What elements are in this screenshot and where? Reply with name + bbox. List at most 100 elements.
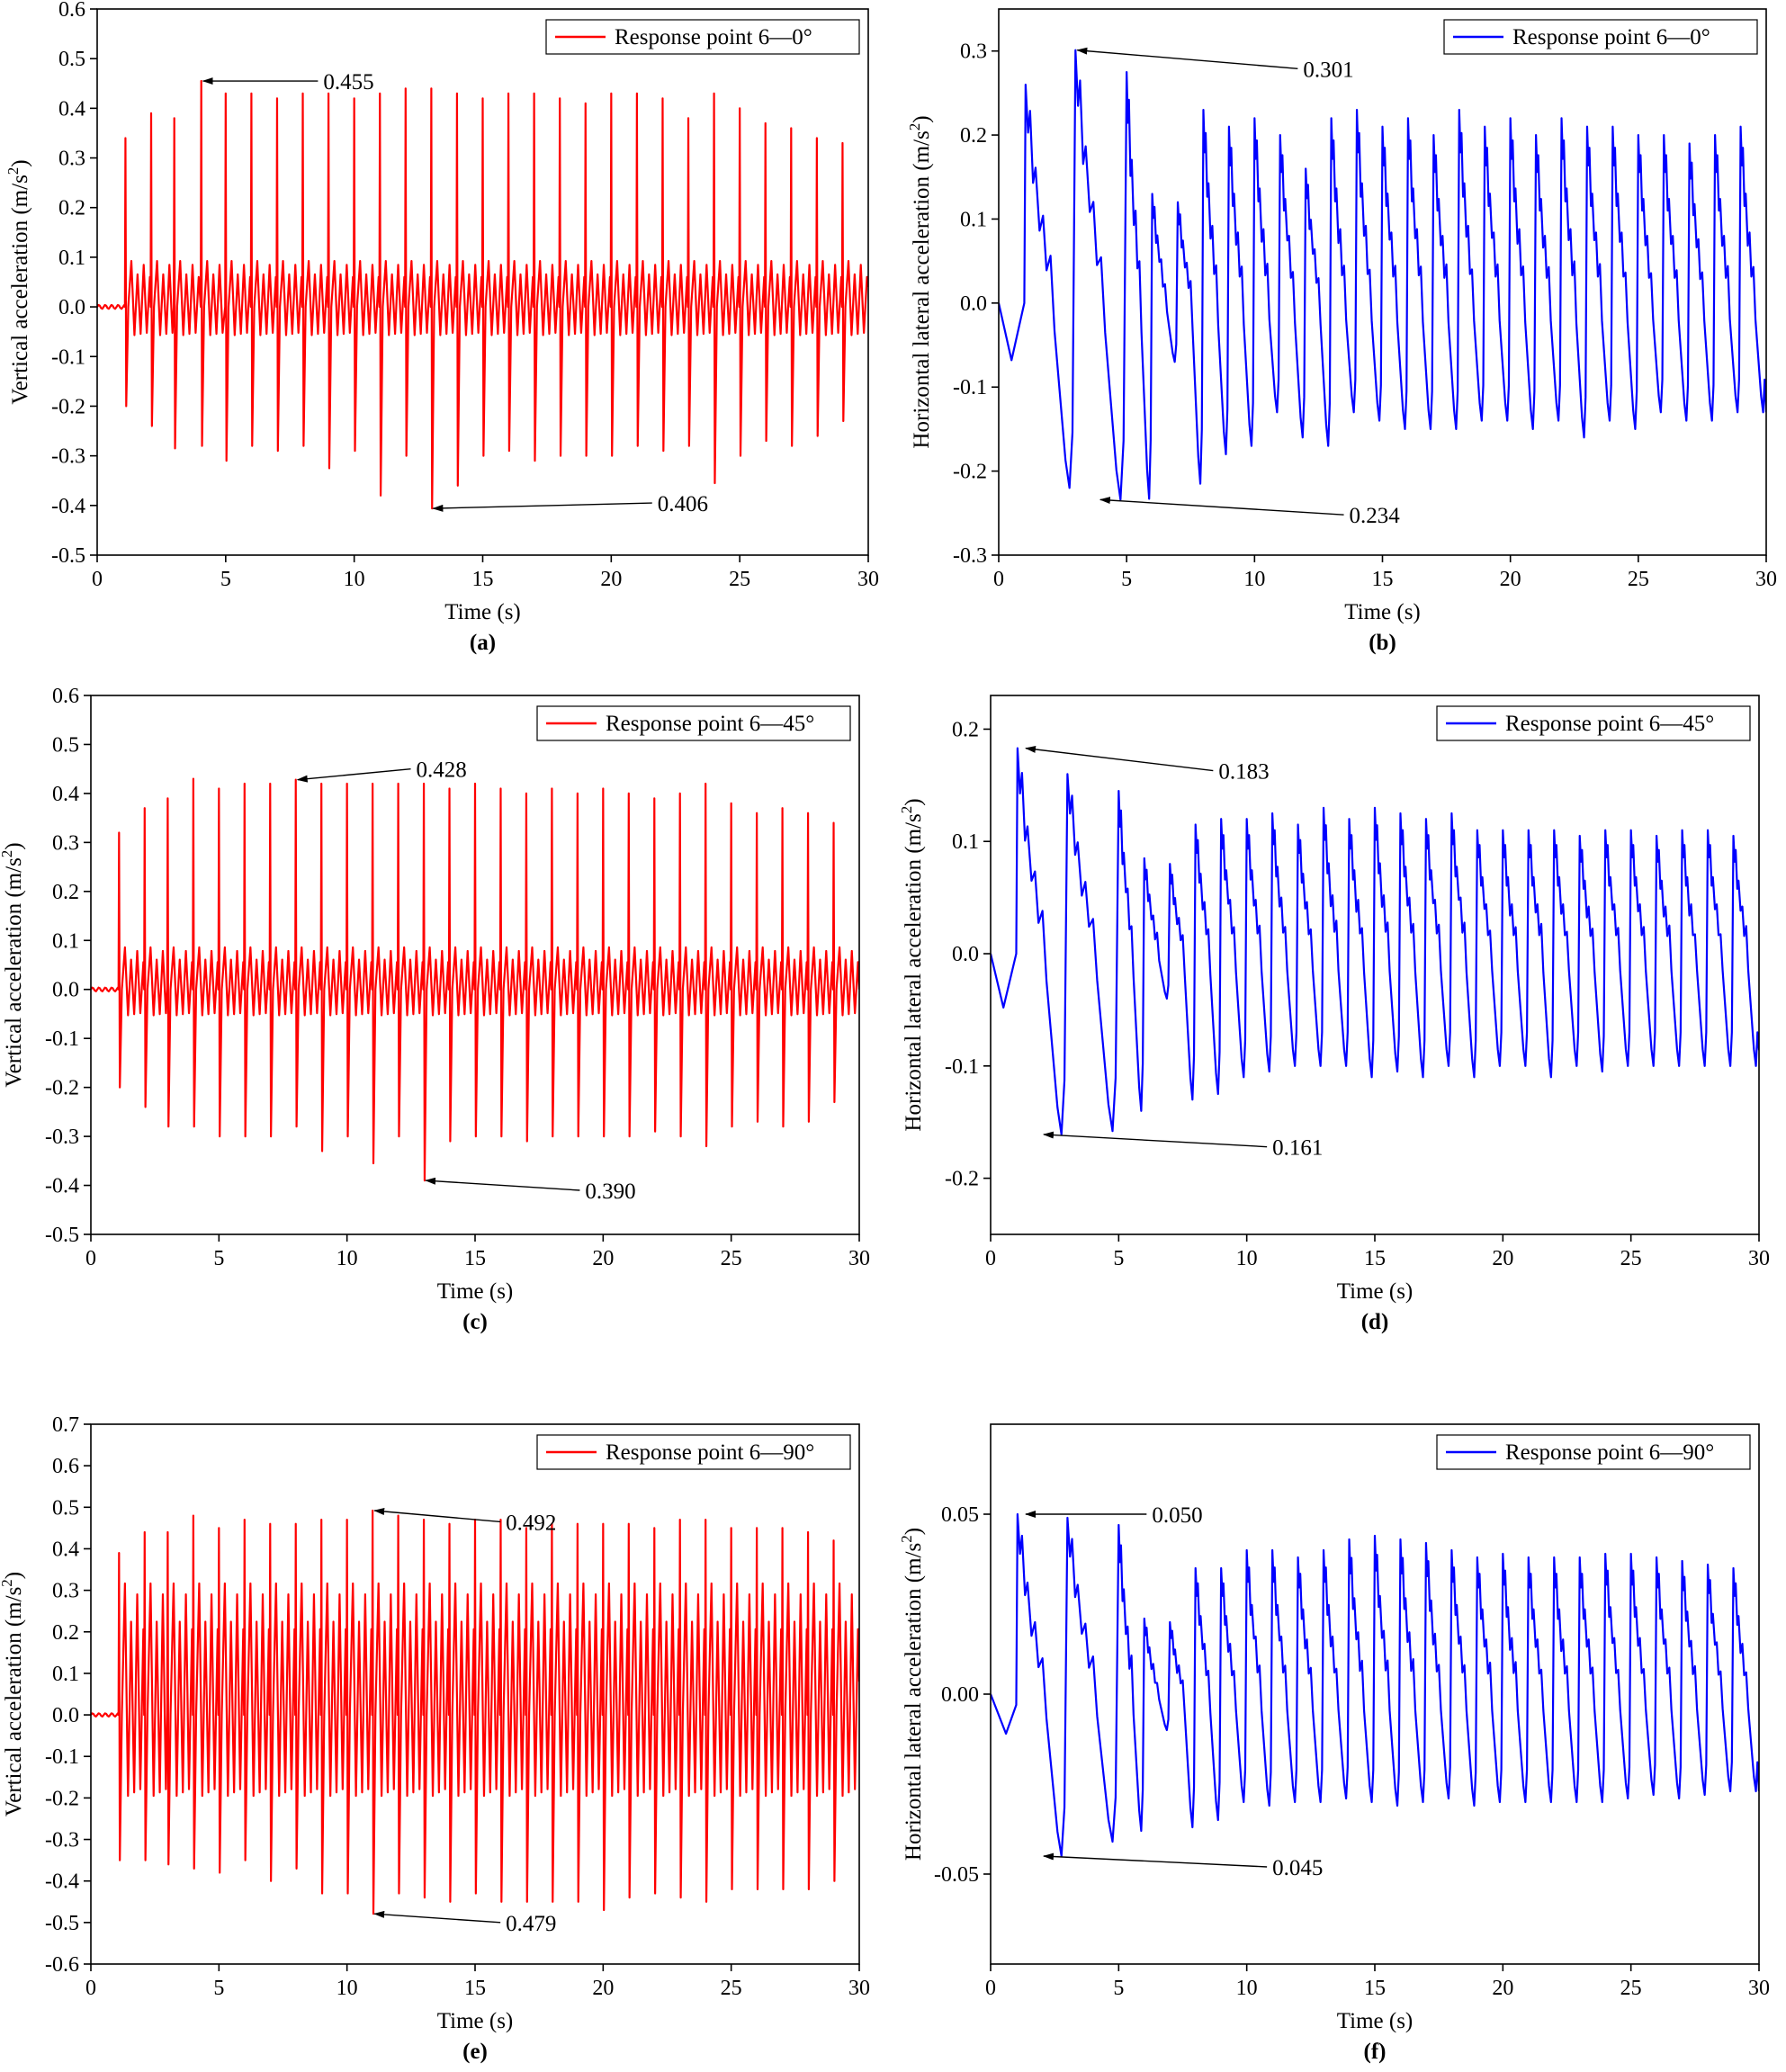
chart-panel-b: 0 5 10 15 20 25 30 -0.3 -0.2 -0.1 0.0 0.1 0.2 0.3 Time…: [906, 8, 1777, 655]
chart-panel-d: 0 5 10 15 20 25 30 -0.2 -0.1 0.0 0.1 0.2 Time (s) (d)…: [898, 695, 1770, 1334]
y-axis-label-f: Horizontal lateral acceleration (m/s2): [898, 1528, 926, 1861]
x-tick-label-a: 0: [92, 568, 103, 591]
x-axis-label-b: Time (s): [1344, 600, 1421, 624]
series-line-f: [991, 1512, 1759, 1858]
x-tick-label-e: 5: [213, 1977, 224, 2000]
x-tick-label-a: 25: [729, 568, 750, 591]
y-tick-label-a: -0.2: [51, 395, 85, 418]
series-line-b: [999, 49, 1766, 501]
chart-panel-e: 0 5 10 15 20 25 30 -0.6 -0.5 -0.4 -0.3 -0.2 -0.1 0.0 0…: [0, 1413, 870, 2064]
x-tick-label-e: 0: [85, 1977, 96, 2000]
annotation-label-f: 0.045: [1272, 1856, 1323, 1880]
y-axis-label-close: ): [2, 1572, 26, 1579]
series-line-c: [91, 777, 859, 1182]
x-tick-label-e: 30: [848, 1977, 870, 2000]
y-tick-label-d: 0.1: [952, 830, 979, 854]
y-tick-label-a: 0.6: [58, 0, 85, 22]
x-tick-label-f: 10: [1236, 1977, 1258, 2000]
legend-label: Response point 6—45°: [1505, 712, 1714, 736]
y-axis-label-close: ): [902, 1528, 926, 1535]
annotation-label-a: 0.455: [323, 70, 373, 94]
panel-label-e: (e): [462, 2040, 488, 2064]
x-tick-label-b: 30: [1755, 568, 1777, 591]
legend-label: Response point 6—0°: [615, 25, 812, 49]
y-tick-label-e: -0.6: [45, 1953, 79, 1977]
annotation-arrow-b: [1076, 47, 1298, 70]
annotation-label-b: 0.234: [1350, 504, 1401, 528]
legend-a: Response point 6—0°: [545, 19, 860, 55]
y-tick-label-c: -0.2: [45, 1077, 79, 1100]
legend-box: [1443, 19, 1758, 55]
annotation-label-d: 0.161: [1272, 1136, 1323, 1161]
x-tick-label-f: 20: [1492, 1977, 1513, 2000]
y-axis-label-sup: 2: [898, 1535, 915, 1543]
annotation-arrow-a: [432, 502, 652, 512]
x-tick-label-a: 15: [472, 568, 494, 591]
x-tick-label-f: 15: [1364, 1977, 1386, 2000]
y-tick-label-c: 0.5: [52, 733, 79, 757]
y-tick-label-e: 0.3: [52, 1580, 79, 1603]
legend-label: Response point 6—45°: [606, 712, 814, 736]
y-axis-label-close: ): [902, 798, 926, 805]
y-tick-label-c: 0.1: [52, 929, 79, 953]
y-tick-label-e: 0.1: [52, 1663, 79, 1686]
series-line-a: [97, 79, 868, 510]
y-tick-label-f: 0.05: [941, 1503, 979, 1527]
y-tick-label-b: 0.0: [960, 292, 987, 316]
y-axis-label-sup: 2: [898, 806, 915, 814]
y-tick-label-a: -0.4: [51, 495, 85, 518]
annotation-arrow-c: [425, 1177, 580, 1191]
y-axis-label-sup: 2: [0, 1579, 15, 1587]
legend-d: Response point 6—45°: [1436, 705, 1751, 741]
x-tick-label-e: 10: [337, 1977, 358, 2000]
x-tick-label-c: 20: [592, 1247, 614, 1270]
annotation-arrow-d: [1025, 745, 1214, 772]
y-axis-label-close: ): [2, 842, 26, 849]
annotation-arrow-e: [373, 1507, 501, 1523]
y-tick-label-e: -0.4: [45, 1870, 79, 1894]
panel-label-a: (a): [470, 631, 496, 655]
annotation-label-d: 0.183: [1218, 760, 1269, 785]
panel-label-f: (f): [1364, 2040, 1387, 2064]
y-tick-label-c: -0.1: [45, 1027, 79, 1051]
legend-b: Response point 6—0°: [1443, 19, 1758, 55]
plot-frame-d: [990, 695, 1760, 1235]
y-tick-label-a: -0.3: [51, 445, 85, 469]
y-tick-label-c: 0.0: [52, 979, 79, 1002]
x-tick-label-b: 0: [993, 568, 1004, 591]
x-tick-label-b: 15: [1372, 568, 1394, 591]
x-tick-label-f: 0: [985, 1977, 996, 2000]
x-axis-label-e: Time (s): [437, 2009, 514, 2033]
y-tick-label-e: 0.5: [52, 1496, 79, 1520]
x-axis-label-f: Time (s): [1337, 2009, 1414, 2033]
annotation-arrow-d: [1042, 1131, 1268, 1148]
y-tick-label-d: 0.0: [952, 943, 979, 966]
x-tick-label-c: 5: [213, 1247, 224, 1270]
x-tick-label-a: 20: [600, 568, 622, 591]
y-tick-label-a: -0.1: [51, 345, 85, 369]
panel-label-b: (b): [1369, 631, 1396, 655]
annotation-label-c: 0.428: [417, 758, 467, 783]
chart-panel-f: 0 5 10 15 20 25 30 -0.05 0.00 0.05 Time (s) (f) Hori…: [898, 1423, 1770, 2064]
y-tick-label-e: -0.2: [45, 1787, 79, 1810]
x-tick-label-d: 0: [985, 1247, 996, 1270]
y-tick-label-b: -0.3: [953, 544, 987, 568]
x-tick-label-d: 30: [1748, 1247, 1770, 1270]
legend-c: Response point 6—45°: [536, 705, 851, 741]
y-axis-label-sup: 2: [0, 850, 15, 858]
y-tick-label-c: 0.4: [52, 783, 79, 806]
x-tick-label-c: 25: [721, 1247, 742, 1270]
annotation-arrow-f: [1042, 1852, 1268, 1868]
y-axis-label-text: Vertical acceleration (m/s: [2, 1587, 26, 1816]
x-axis-label-c: Time (s): [437, 1279, 514, 1304]
annotation-label-e: 0.492: [506, 1511, 556, 1535]
annotation-label-e: 0.479: [506, 1912, 556, 1936]
y-axis-label-sup: 2: [4, 167, 22, 175]
x-tick-label-e: 25: [721, 1977, 742, 2000]
y-axis-label-e: Vertical acceleration (m/s2): [0, 1572, 26, 1816]
y-tick-label-d: 0.2: [952, 718, 979, 741]
annotation-arrow-c: [296, 767, 411, 783]
y-tick-label-e: 0.4: [52, 1538, 79, 1561]
y-tick-label-e: 0.6: [52, 1455, 79, 1478]
legend-e: Response point 6—90°: [536, 1434, 851, 1470]
